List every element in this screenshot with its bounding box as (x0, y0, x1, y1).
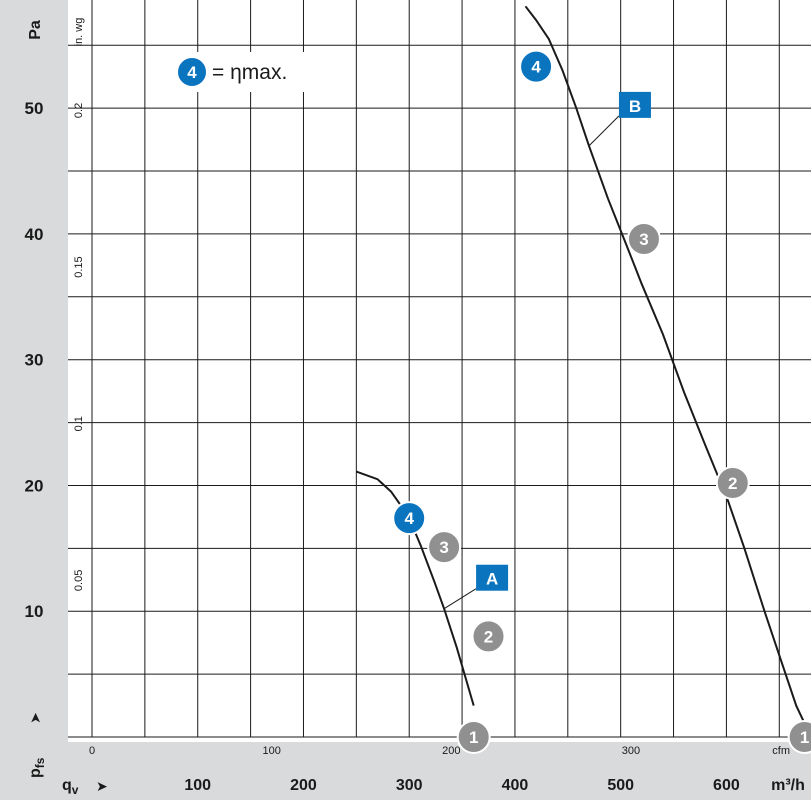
series-B-curve (524, 5, 811, 738)
series-label-box (618, 91, 651, 118)
legend-text: = ηmax. (212, 61, 287, 84)
x-tick-label-cfm: 0 (89, 745, 95, 757)
plot-area (68, 0, 811, 742)
series-A-curve (355, 470, 475, 706)
x-tick-label-m3h: 200 (290, 777, 317, 794)
y-tick-label-pa: 20 (25, 476, 44, 495)
operating-point-label: 1 (800, 728, 809, 747)
y-axis-symbol-main: p (27, 768, 44, 778)
y-axis-unit-pa: Pa (27, 20, 44, 40)
series-label-leader (588, 115, 620, 147)
x-axis-band (68, 742, 811, 800)
series-B: B 4 3 2 1 (519, 5, 811, 754)
operating-point-label: 1 (469, 728, 478, 747)
x-tick-label-m3h: 400 (502, 777, 529, 794)
y-axis-arrow: ➤ (27, 712, 43, 724)
x-tick-label-m3h: 100 (184, 777, 211, 794)
legend-marker (176, 56, 208, 88)
operating-point-label: 2 (484, 627, 493, 646)
operating-point-marker (392, 501, 427, 536)
y-axis-band (0, 0, 68, 800)
axes: 10 20 30 40 50 Pa pfs ➤ 0.05 0.1 0.15 0.2 in. wg 0 100… (25, 18, 805, 797)
y-tick-label-pa: 10 (25, 602, 44, 621)
operating-point-marker (519, 49, 554, 84)
x-tick-label-m3h: 300 (396, 777, 423, 794)
x-tick-label-cfm: 300 (622, 745, 640, 757)
operating-point-marker (787, 720, 811, 754)
series-layer: A 4 3 2 1 B 4 3 2 1 (355, 5, 811, 754)
x-tick-label-m3h: 600 (713, 777, 740, 794)
operating-point-label: 2 (728, 474, 737, 493)
y-axis-symbol: pfs (27, 757, 47, 778)
legend-marker-label: 4 (187, 63, 197, 82)
series-label-box (476, 564, 509, 591)
series-label-text: B (629, 97, 641, 116)
y-axis-unit-inwg: in. wg (73, 18, 85, 47)
x-tick-label-cfm: 200 (442, 745, 460, 757)
operating-point-marker (471, 619, 506, 654)
legend: 4 = ηmax. (160, 52, 310, 92)
series-A: A 4 3 2 1 (355, 470, 509, 754)
y-tick-label-inwg: 0.05 (73, 570, 85, 591)
grid (68, 0, 811, 738)
series-label-text: A (486, 570, 498, 589)
y-axis-symbol-sub: fs (33, 757, 47, 768)
operating-point-marker (626, 221, 661, 256)
y-tick-label-pa: 40 (25, 225, 44, 244)
operating-point-marker (715, 465, 750, 500)
operating-point-marker (427, 530, 462, 565)
y-tick-label-pa: 30 (25, 351, 44, 370)
y-tick-label-pa: 50 (25, 99, 44, 118)
x-axis-arrow: ➤ (96, 778, 108, 794)
operating-point-label: 3 (639, 230, 648, 249)
x-axis-unit-m3h: m³/h (771, 777, 805, 794)
operating-point-marker (456, 720, 491, 754)
series-label-leader (443, 588, 477, 610)
x-axis-symbol-main: q (62, 777, 72, 794)
y-tick-label-inwg: 0.2 (73, 103, 85, 118)
operating-point-label: 4 (531, 58, 541, 77)
x-axis-symbol-sub: v (72, 783, 79, 797)
x-axis-unit-cfm: cfm (772, 745, 790, 757)
x-tick-label-m3h: 500 (607, 777, 634, 794)
x-axis-symbol: qv (62, 777, 79, 797)
y-tick-label-inwg: 0.1 (73, 416, 85, 431)
operating-point-label: 4 (404, 509, 414, 528)
operating-point-label: 3 (439, 538, 448, 557)
y-tick-label-inwg: 0.15 (73, 256, 85, 277)
x-tick-label-cfm: 100 (262, 745, 280, 757)
